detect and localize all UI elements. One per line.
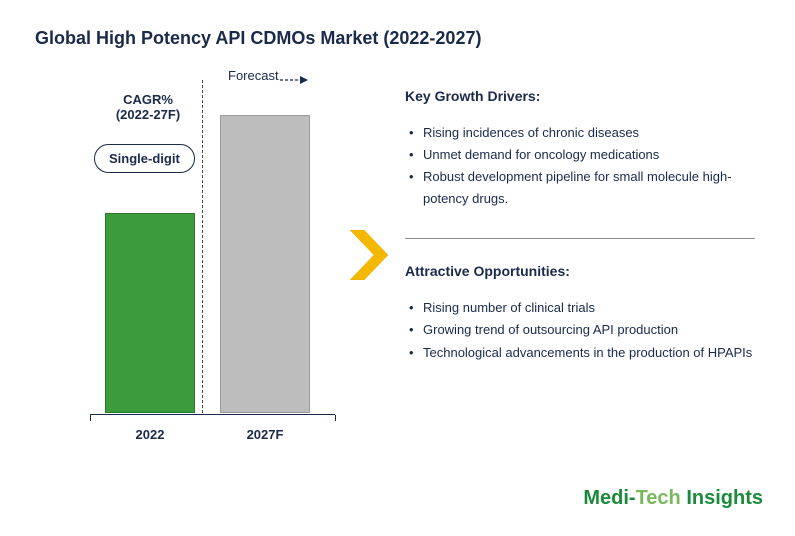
logo: Medi-Tech Insights <box>583 487 763 510</box>
transition-arrow-icon <box>350 230 390 280</box>
axis-tick <box>90 415 91 421</box>
forecast-arrow-icon <box>280 74 308 86</box>
bar-2027f <box>220 115 310 413</box>
drivers-heading: Key Growth Drivers: <box>405 88 765 104</box>
bar-chart: CAGR% (2022-27F) Single-digit Forecast 2… <box>50 80 350 440</box>
x-label-2027f: 2027F <box>235 427 295 442</box>
list-item: Rising number of clinical trials <box>405 297 765 319</box>
x-axis <box>90 414 335 415</box>
list-item: Unmet demand for oncology medications <box>405 144 765 166</box>
forecast-label: Forecast <box>228 68 279 83</box>
bar-2022 <box>105 213 195 413</box>
forecast-divider <box>202 80 203 413</box>
list-item: Technological advancements in the produc… <box>405 342 765 364</box>
logo-tech: Tech <box>636 487 681 509</box>
list-item: Growing trend of outsourcing API product… <box>405 319 765 341</box>
cagr-label: CAGR% (2022-27F) <box>108 92 188 122</box>
logo-insights: Insights <box>681 487 763 509</box>
list-item: Robust development pipeline for small mo… <box>405 166 765 210</box>
opps-list: Rising number of clinical trials Growing… <box>405 297 765 363</box>
x-label-2022: 2022 <box>120 427 180 442</box>
logo-medi: Medi- <box>583 487 635 509</box>
cagr-pill: Single-digit <box>94 144 195 173</box>
list-item: Rising incidences of chronic diseases <box>405 122 765 144</box>
right-panel: Key Growth Drivers: Rising incidences of… <box>405 88 765 392</box>
axis-tick <box>335 415 336 421</box>
section-divider <box>405 238 755 239</box>
drivers-list: Rising incidences of chronic diseases Un… <box>405 122 765 210</box>
page-title: Global High Potency API CDMOs Market (20… <box>35 28 481 49</box>
opps-heading: Attractive Opportunities: <box>405 263 765 279</box>
